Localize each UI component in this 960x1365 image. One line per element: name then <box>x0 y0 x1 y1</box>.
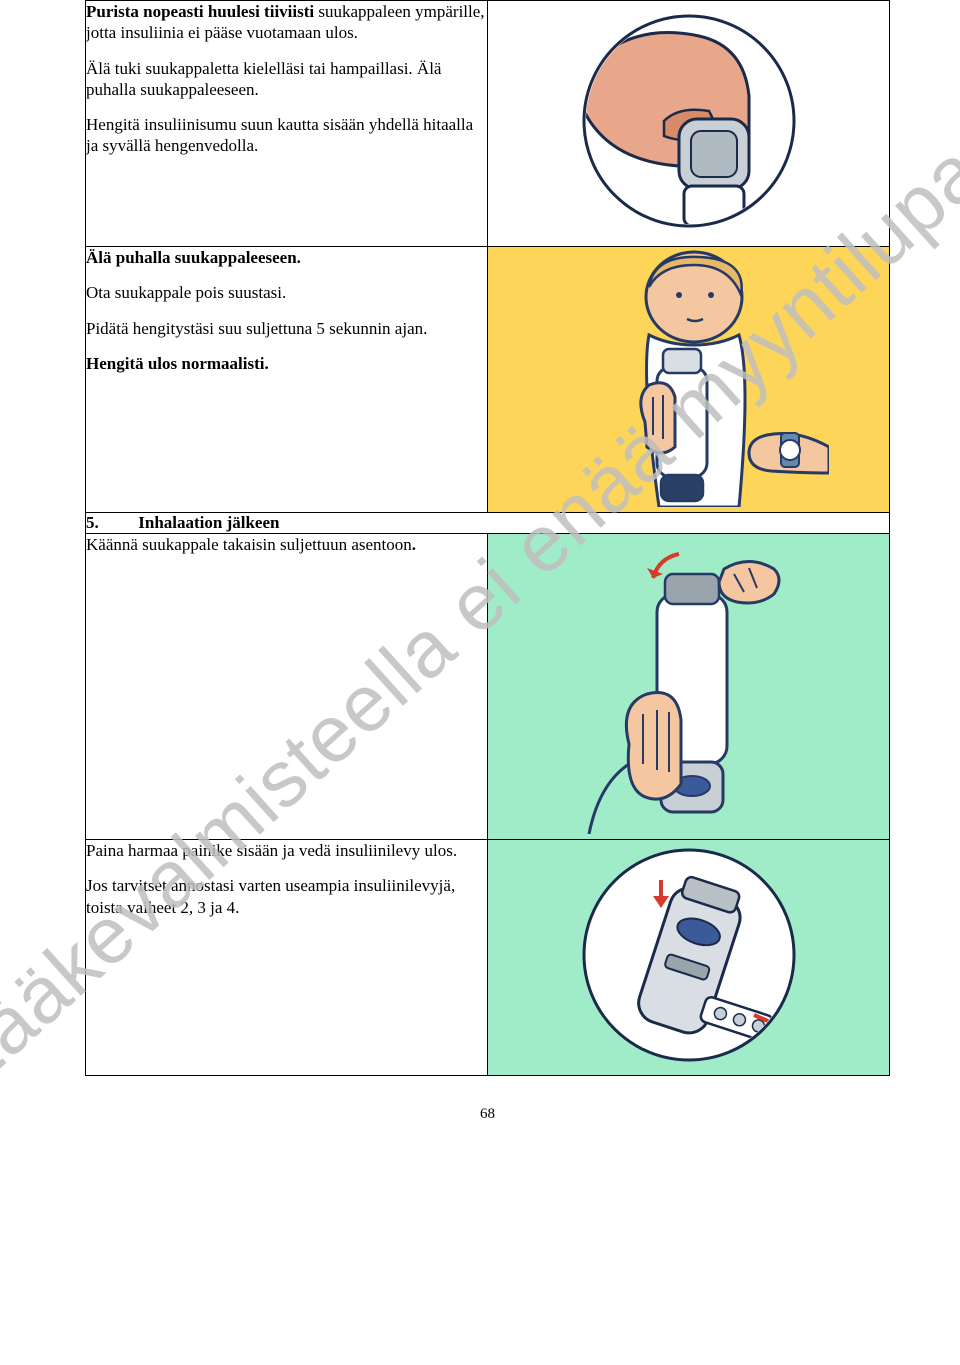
row1-img-cell <box>488 1 890 247</box>
row2-p3: Pidätä hengitystäsi suu suljettuna 5 sek… <box>86 318 487 339</box>
instruction-table: Purista nopeasti huulesi tiiviisti suuka… <box>85 0 890 1076</box>
document-page: Lääkevalmisteella ei enää myyntilupaa Pu… <box>0 0 960 1163</box>
row1-p1-bold: Purista nopeasti huulesi tiiviisti <box>86 2 314 21</box>
illustration-hold-breath <box>549 247 829 507</box>
step5-title: Inhalaation jälkeen <box>138 513 279 532</box>
row4-p1: Paina harmaa painike sisään ja vedä insu… <box>86 840 487 861</box>
row1-text-cell: Purista nopeasti huulesi tiiviisti suuka… <box>86 1 488 247</box>
illustration-close-mouthpiece <box>569 534 809 834</box>
row4-p2: Jos tarvitset annostasi varten useampia … <box>86 875 487 918</box>
row3-text-cell: Käännä suukappale takaisin suljettuun as… <box>86 534 488 840</box>
row2-p1: Älä puhalla suukappaleeseen. <box>86 247 487 268</box>
illustration-inhale <box>569 1 809 241</box>
row2-img-cell <box>488 247 890 513</box>
row4-text-cell: Paina harmaa painike sisään ja vedä insu… <box>86 840 488 1076</box>
row1-p1: Purista nopeasti huulesi tiiviisti suuka… <box>86 1 487 44</box>
row1-p3: Hengitä insuliinisumu suun kautta sisään… <box>86 114 487 157</box>
row2-text-cell: Älä puhalla suukappaleeseen. Ota suukapp… <box>86 247 488 513</box>
row1-p2: Älä tuki suukappaletta kielelläsi tai ha… <box>86 58 487 101</box>
step5-header: 5. Inhalaation jälkeen <box>86 513 890 534</box>
row2-p4: Hengitä ulos normaalisti. <box>86 353 487 374</box>
row3-p1-text: Käännä suukappale takaisin suljettuun as… <box>86 535 412 554</box>
row4-img-cell <box>488 840 890 1076</box>
step5-num: 5. <box>86 513 134 533</box>
page-number: 68 <box>85 1106 890 1123</box>
row2-p2: Ota suukappale pois suustasi. <box>86 282 487 303</box>
row3-p1: Käännä suukappale takaisin suljettuun as… <box>86 534 487 555</box>
illustration-eject-strip <box>559 840 819 1070</box>
row3-img-cell <box>488 534 890 840</box>
